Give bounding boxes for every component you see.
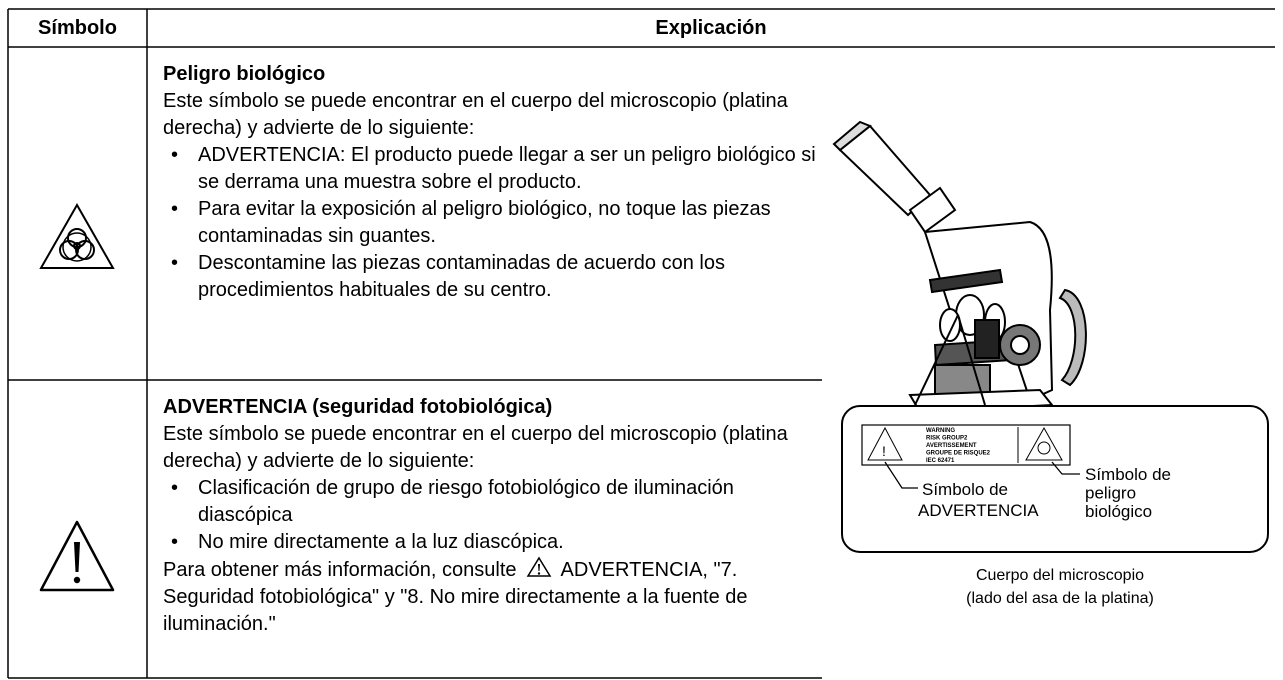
- sticker-text: GROUPE DE RISQUE2: [926, 451, 991, 457]
- warning-icon: [39, 520, 115, 592]
- callout-label: peligro: [1085, 484, 1136, 503]
- sticker-text: IEC 62471: [926, 458, 955, 464]
- svg-text:!: !: [882, 443, 886, 459]
- note-text: Para obtener más información, consulte: [163, 559, 517, 581]
- row-title: ADVERTENCIA (seguridad fotobiológica): [163, 396, 553, 418]
- header-explanation: Explicación: [655, 17, 767, 39]
- bullet: Para evitar la exposición al peligro bio…: [163, 196, 823, 250]
- callout-label: Símbolo de: [922, 480, 1008, 499]
- row-title: Peligro biológico: [163, 63, 326, 85]
- callout-label: Símbolo de: [1085, 465, 1171, 484]
- caption: (lado del asa de la platina): [966, 590, 1154, 607]
- bullet: ADVERTENCIA: El producto puede llegar a …: [163, 142, 823, 196]
- bullet-list: Clasificación de grupo de riesgo fotobio…: [163, 475, 823, 556]
- row-intro: Este símbolo se puede encontrar en el cu…: [163, 423, 788, 472]
- inline-warning-icon: [526, 556, 552, 577]
- caption: Cuerpo del microscopio: [976, 567, 1144, 584]
- biohazard-icon: [39, 202, 115, 269]
- bullet: No mire directamente a la luz diascópica…: [163, 529, 823, 556]
- callout-label: ADVERTENCIA: [918, 501, 1039, 520]
- bullet: Descontamine las piezas contaminadas de …: [163, 250, 823, 304]
- sticker-text: AVERTISSEMENT: [926, 443, 977, 449]
- header-symbol: Símbolo: [38, 17, 117, 39]
- bullet-list: ADVERTENCIA: El producto puede llegar a …: [163, 142, 823, 304]
- row-1: Peligro biológico Este símbolo se puede …: [163, 61, 823, 304]
- row-intro: Este símbolo se puede encontrar en el cu…: [163, 90, 788, 139]
- sticker-text: WARNING: [926, 428, 955, 434]
- bullet: Clasificación de grupo de riesgo fotobio…: [163, 475, 823, 529]
- sticker: !: [861, 424, 1071, 466]
- row-2: ADVERTENCIA (seguridad fotobiológica) Es…: [163, 394, 823, 638]
- note-text: ADVERTENCIA, "7. Seguridad fotobiológica…: [163, 559, 748, 635]
- sticker-text: RISK GROUP2: [926, 436, 968, 442]
- row-note: Para obtener más información, consulte A…: [163, 556, 823, 638]
- callout-label: biológico: [1085, 502, 1152, 521]
